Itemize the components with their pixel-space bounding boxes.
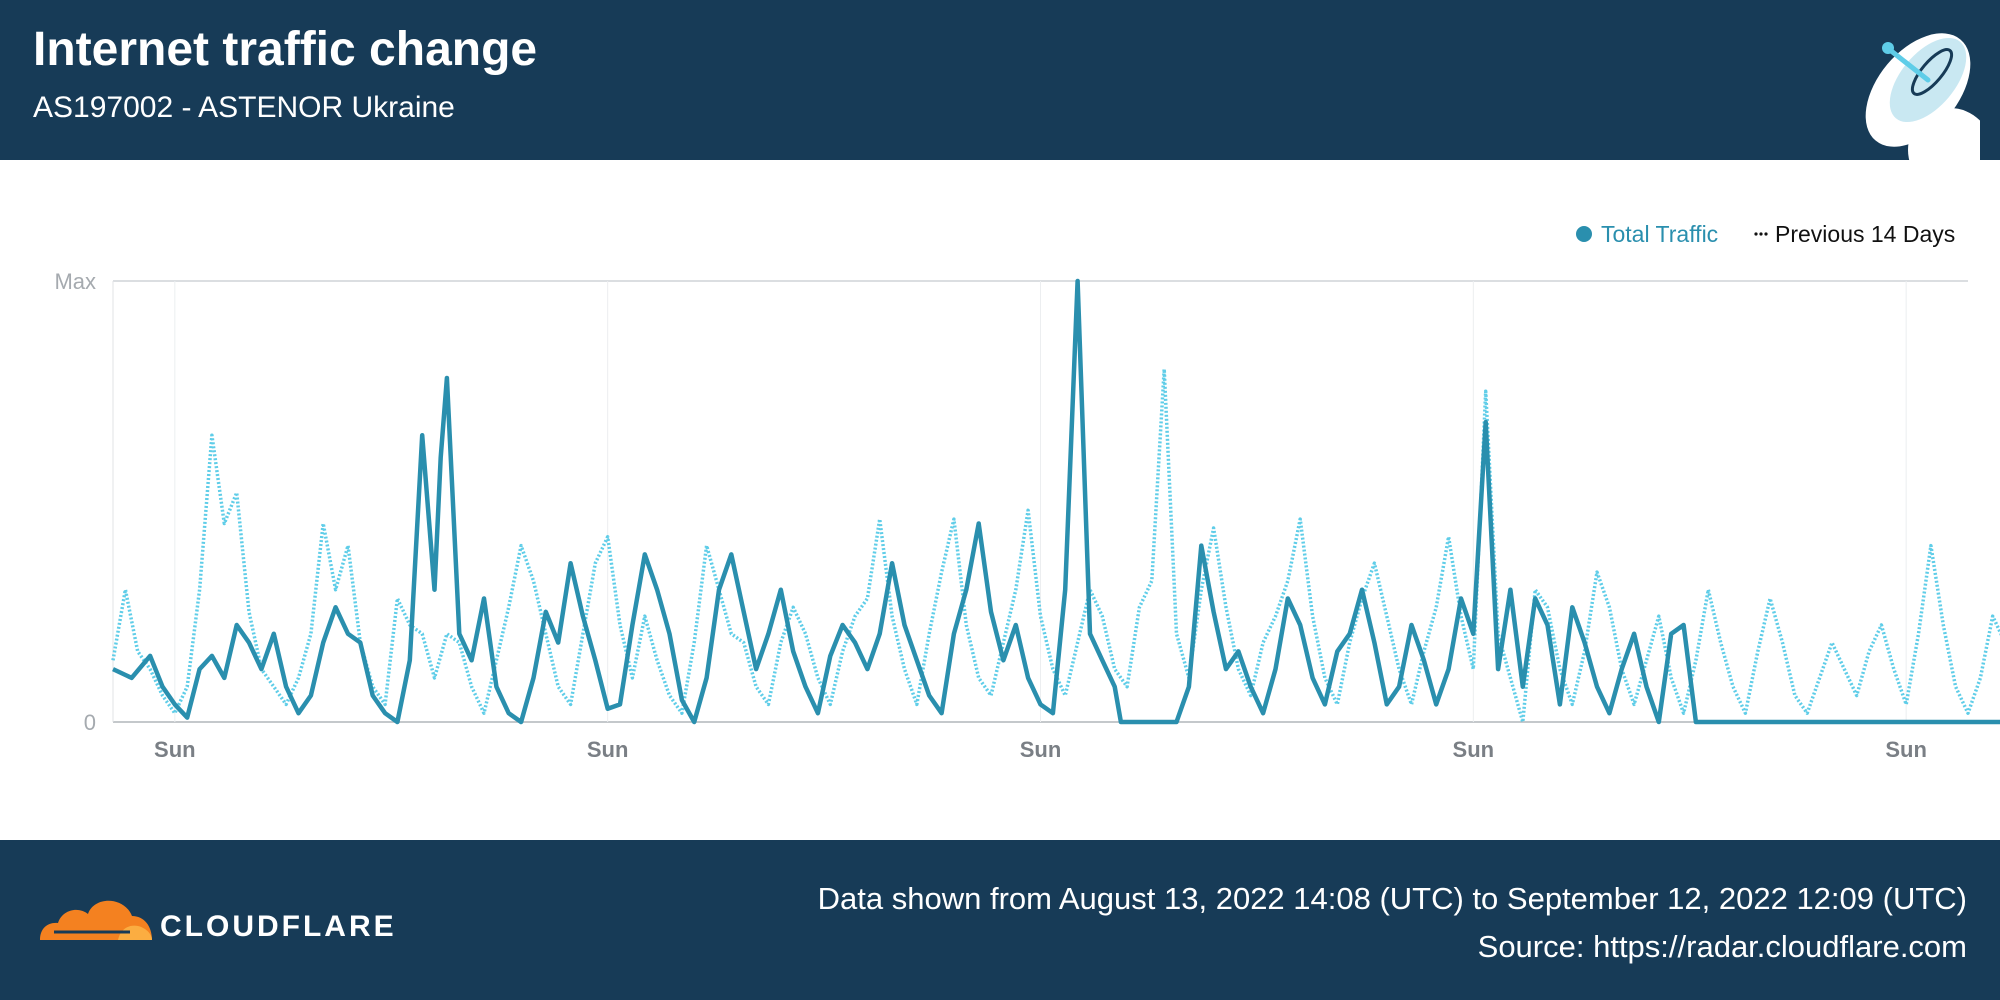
brand-name: CLOUDFLARE — [160, 910, 397, 943]
chart-ticks: Sun Sun Sun Sun Sun Max 0 — [54, 269, 1927, 762]
page-title: Internet traffic change — [33, 23, 538, 76]
y-tick-label-max: Max — [54, 269, 96, 294]
page-subtitle: AS197002 - ASTENOR Ukraine — [33, 91, 455, 124]
chart-legend: Total Traffic Previous 14 Days — [1576, 221, 1955, 247]
x-tick-label: Sun — [1453, 737, 1495, 762]
x-tick-label: Sun — [1020, 737, 1062, 762]
chart-series — [111, 278, 2000, 725]
x-tick-label: Sun — [587, 737, 629, 762]
x-tick-label: Sun — [154, 737, 196, 762]
header: Internet traffic change AS197002 - ASTEN… — [0, 0, 2000, 192]
cloudflare-cloud-icon — [34, 882, 154, 947]
legend-label-previous-14-days[interactable]: Previous 14 Days — [1775, 221, 1955, 247]
date-range-text: Data shown from August 13, 2022 14:08 (U… — [817, 881, 1967, 916]
legend-swatch-previous-14-days — [1754, 232, 1768, 236]
y-tick-label-zero: 0 — [84, 710, 96, 735]
chart-area: Sun Sun Sun Sun Sun Max 0 Total Traffic Previo… — [0, 160, 2000, 840]
traffic-chart: Sun Sun Sun Sun Sun Max 0 Total Traffic Previo… — [54, 221, 2000, 762]
source-link[interactable]: Source: https://radar.cloudflare.com — [1477, 929, 1967, 964]
legend-swatch-total-traffic — [1576, 226, 1592, 242]
series-line-total-traffic — [112, 278, 2000, 725]
legend-label-total-traffic[interactable]: Total Traffic — [1601, 221, 1718, 247]
x-tick-label: Sun — [1885, 737, 1927, 762]
satellite-dish-icon — [1850, 0, 1992, 192]
footer: CLOUDFLARE Data shown from August 13, 20… — [0, 840, 2000, 1000]
